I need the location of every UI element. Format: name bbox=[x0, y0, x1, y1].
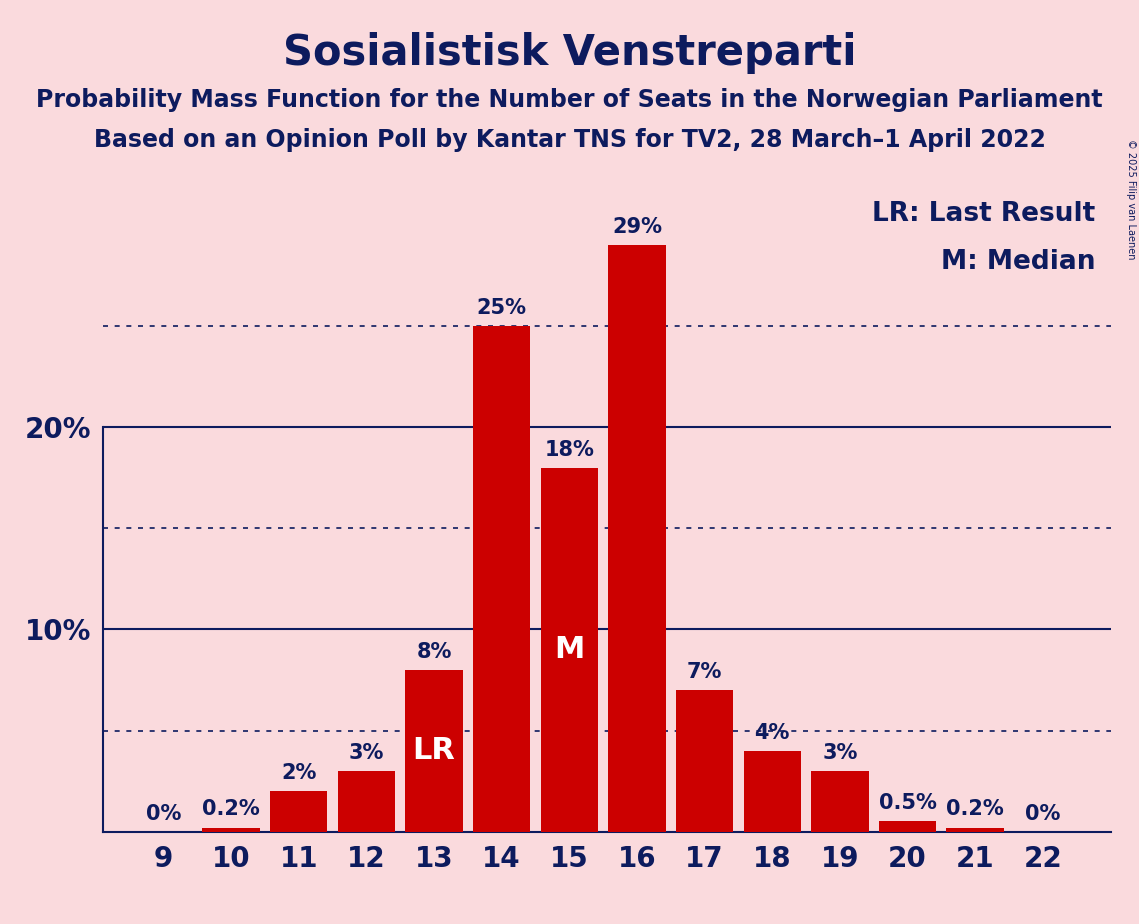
Text: 18%: 18% bbox=[544, 440, 595, 460]
Bar bbox=[541, 468, 598, 832]
Text: 0%: 0% bbox=[1025, 804, 1060, 823]
Text: LR: LR bbox=[412, 736, 456, 765]
Bar bbox=[811, 771, 869, 832]
Text: 29%: 29% bbox=[612, 217, 662, 237]
Text: 3%: 3% bbox=[822, 743, 858, 763]
Bar bbox=[203, 828, 260, 832]
Text: © 2025 Filip van Laenen: © 2025 Filip van Laenen bbox=[1126, 139, 1136, 259]
Text: 0.2%: 0.2% bbox=[203, 799, 260, 820]
Bar bbox=[879, 821, 936, 832]
Text: 8%: 8% bbox=[417, 642, 452, 662]
Bar bbox=[608, 246, 665, 832]
Text: Based on an Opinion Poll by Kantar TNS for TV2, 28 March–1 April 2022: Based on an Opinion Poll by Kantar TNS f… bbox=[93, 128, 1046, 152]
Bar bbox=[744, 750, 801, 832]
Text: LR: Last Result: LR: Last Result bbox=[872, 201, 1096, 227]
Text: 0%: 0% bbox=[146, 804, 181, 823]
Bar bbox=[337, 771, 395, 832]
Bar bbox=[405, 670, 462, 832]
Text: 2%: 2% bbox=[281, 763, 317, 784]
Text: 4%: 4% bbox=[754, 723, 790, 743]
Text: 0.2%: 0.2% bbox=[947, 799, 1005, 820]
Bar bbox=[270, 791, 327, 832]
Text: Sosialistisk Venstreparti: Sosialistisk Venstreparti bbox=[282, 32, 857, 74]
Text: M: Median: M: Median bbox=[941, 249, 1096, 275]
Text: Probability Mass Function for the Number of Seats in the Norwegian Parliament: Probability Mass Function for the Number… bbox=[36, 88, 1103, 112]
Bar bbox=[947, 828, 1003, 832]
Text: 3%: 3% bbox=[349, 743, 384, 763]
Text: 25%: 25% bbox=[476, 298, 526, 318]
Bar bbox=[675, 690, 734, 832]
Text: M: M bbox=[554, 635, 584, 664]
Text: 7%: 7% bbox=[687, 662, 722, 682]
Text: 0.5%: 0.5% bbox=[878, 794, 936, 813]
Bar bbox=[473, 326, 531, 832]
